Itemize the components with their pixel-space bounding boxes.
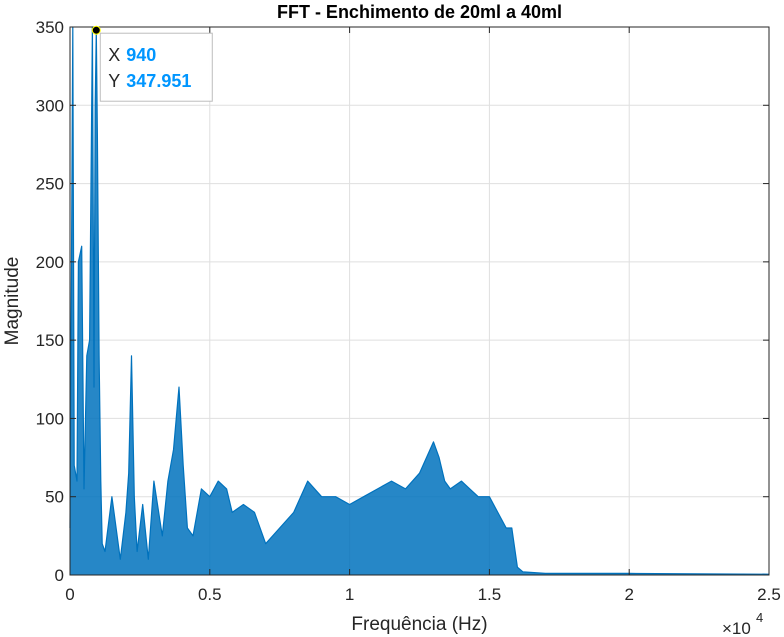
- x-tick-label: 2: [624, 585, 633, 604]
- datatip-x-label: X: [108, 45, 120, 65]
- y-axis-label: Magnitude: [2, 257, 23, 346]
- y-tick-label: 0: [55, 566, 64, 585]
- grid-lines: [70, 27, 769, 575]
- datatip-x-value: 940: [126, 45, 156, 65]
- x-tick-label: 0: [65, 585, 74, 604]
- x-exponent-base: ×10: [722, 619, 751, 637]
- x-tick-label: 2.5: [757, 585, 781, 604]
- y-tick-label: 200: [36, 253, 64, 272]
- series-layer: [69, 26, 770, 575]
- x-tick-label: 1: [345, 585, 354, 604]
- datatip[interactable]: X 940 Y 347.951: [91, 25, 213, 102]
- datatip-marker[interactable]: [91, 25, 101, 35]
- y-tick-label: 150: [36, 331, 64, 350]
- x-tick-label: 1.5: [478, 585, 502, 604]
- y-tick-label: 300: [36, 96, 64, 115]
- tick-labels: 0 0.5 1 1.5 2 2.5 0 50 100 150 200 250 300 350: [36, 18, 781, 604]
- axes-frame: [69, 26, 770, 576]
- tick-marks: [69, 26, 770, 576]
- y-tick-label: 350: [36, 18, 64, 37]
- datatip-box: [99, 32, 213, 102]
- y-tick-label: 100: [36, 409, 64, 428]
- y-tick-label: 250: [36, 175, 64, 194]
- x-axis-exponent: ×10 4: [722, 610, 763, 637]
- datatip-y-label: Y: [108, 71, 120, 91]
- x-tick-label: 0.5: [198, 585, 222, 604]
- y-tick-label: 50: [45, 488, 64, 507]
- datatip-y-value: 347.951: [126, 71, 191, 91]
- chart-title: FFT - Enchimento de 20ml a 40ml: [277, 2, 562, 22]
- x-exponent-power: 4: [756, 610, 763, 625]
- x-axis-label: Frequência (Hz): [351, 614, 487, 635]
